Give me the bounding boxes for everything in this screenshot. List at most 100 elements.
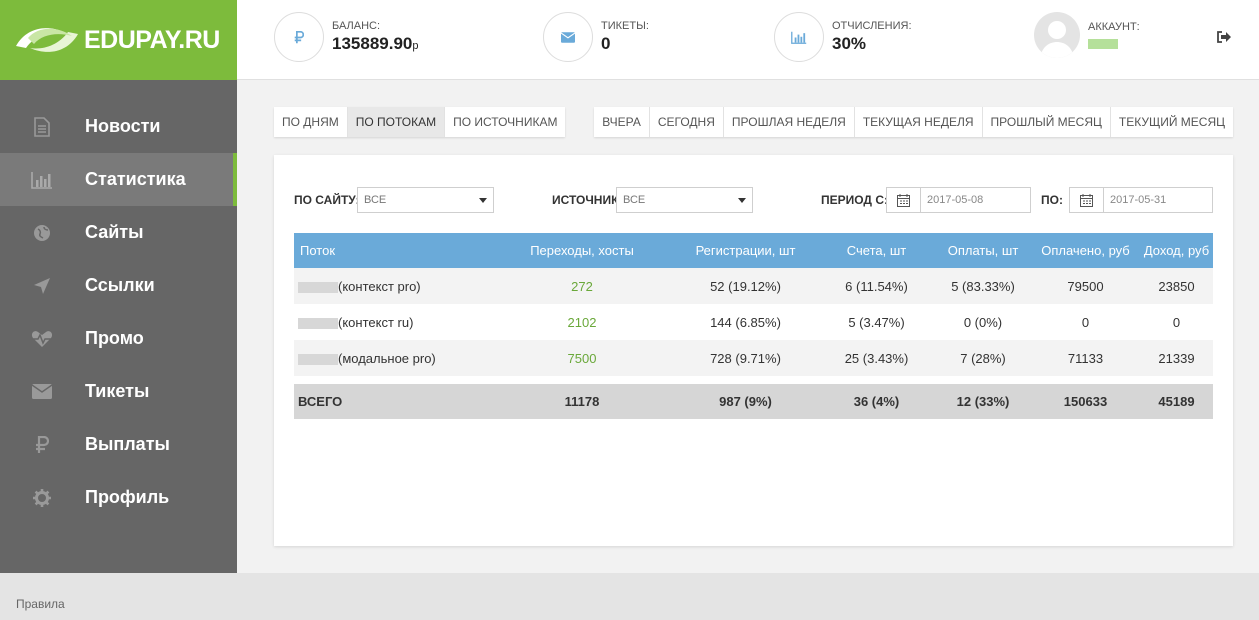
col-invoices[interactable]: Счета, шт bbox=[846, 243, 907, 258]
sidebar-item-label: Новости bbox=[85, 116, 161, 136]
period-today-button[interactable]: Сегодня bbox=[650, 107, 724, 137]
site-select[interactable]: ВСЕ bbox=[357, 187, 494, 213]
period-this-week-button[interactable]: Текущая неделя bbox=[855, 107, 983, 137]
sidebar-item-label: Статистика bbox=[85, 169, 186, 189]
total-registrations: 987 (9%) bbox=[719, 394, 772, 409]
col-payments[interactable]: Оплаты, шт bbox=[947, 243, 1019, 258]
total-label: ВСЕГО bbox=[298, 394, 343, 409]
period-from-value: 2017-05-08 bbox=[927, 194, 984, 206]
redacted-stream-name bbox=[298, 353, 338, 365]
logo-text: EDUPAY.RU bbox=[84, 25, 220, 54]
table-row: (контекст pro) 272 52 (19.12%) 6 (11.54%… bbox=[294, 268, 1213, 304]
stream-name: (контекст pro) bbox=[338, 278, 421, 294]
sidebar-item-sites[interactable]: Сайты bbox=[0, 206, 237, 259]
footer: Правила bbox=[0, 573, 1259, 620]
balance-label: БАЛАНС: bbox=[332, 20, 381, 32]
sidebar-item-payouts[interactable]: Выплаты bbox=[0, 418, 237, 471]
sidebar-item-label: Профиль bbox=[85, 487, 170, 507]
balance-stat: БАЛАНС: 135889.90р bbox=[274, 12, 419, 62]
sidebar-item-label: Выплаты bbox=[85, 434, 170, 454]
visits-cell: 2102 bbox=[567, 314, 597, 330]
calendar-icon[interactable] bbox=[1070, 188, 1104, 212]
balance-unit: р bbox=[412, 40, 419, 52]
table-total-row: ВСЕГО 11178 987 (9%) 36 (4%) 12 (33%) 15… bbox=[294, 384, 1213, 419]
calendar-icon[interactable] bbox=[887, 188, 921, 212]
income-cell: 21339 bbox=[1158, 350, 1195, 366]
paid-cell: 79500 bbox=[1067, 278, 1104, 294]
stats-table: Поток Переходы, хосты Регистрации, шт Сч… bbox=[294, 233, 1213, 419]
account-name-redacted bbox=[1088, 39, 1118, 49]
payments-cell: 5 (83.33%) bbox=[951, 278, 1015, 294]
period-this-month-button[interactable]: Текущий месяц bbox=[1118, 115, 1225, 129]
col-visits[interactable]: Переходы, хосты bbox=[530, 243, 634, 258]
sidebar-item-links[interactable]: Ссылки bbox=[0, 259, 237, 312]
logo-icon bbox=[16, 28, 78, 52]
period-to-label: ПО: bbox=[1041, 193, 1063, 207]
tickets-value: 0 bbox=[601, 34, 611, 53]
paid-cell: 0 bbox=[1081, 314, 1090, 330]
stream-name: (модальное pro) bbox=[338, 350, 436, 366]
period-yesterday-button[interactable]: Вчера bbox=[594, 107, 650, 137]
stats-card: ПО САЙТУ: ВСЕ ИСТОЧНИК: ВСЕ ПЕРИОД С: 20… bbox=[274, 155, 1233, 546]
globe-icon bbox=[31, 222, 53, 244]
source-select-value: ВСЕ bbox=[623, 194, 646, 206]
total-payments: 12 (33%) bbox=[956, 394, 1010, 409]
document-icon bbox=[31, 116, 53, 138]
income-cell: 23850 bbox=[1158, 278, 1195, 294]
sidebar-item-news[interactable]: Новости bbox=[0, 100, 237, 153]
source-select[interactable]: ВСЕ bbox=[616, 187, 753, 213]
period-buttons: Вчера Сегодня Прошлая неделя Текущая нед… bbox=[594, 107, 1233, 137]
col-income[interactable]: Доход, руб bbox=[1143, 243, 1210, 258]
tickets-label: ТИКЕТЫ: bbox=[601, 20, 649, 32]
source-filter-label: ИСТОЧНИК: bbox=[552, 193, 623, 207]
heartbeat-icon bbox=[31, 328, 53, 350]
payments-cell: 0 (0%) bbox=[963, 314, 1003, 330]
avatar[interactable] bbox=[1034, 12, 1080, 58]
sidebar-item-statistics[interactable]: Статистика bbox=[0, 153, 237, 206]
period-last-month-button[interactable]: Прошлый месяц bbox=[983, 107, 1111, 137]
deductions-value: 30% bbox=[832, 34, 867, 53]
header: БАЛАНС: 135889.90р ТИКЕТЫ: 0 ОТЧИСЛЕНИЯ:… bbox=[237, 0, 1259, 80]
chevron-down-icon bbox=[479, 198, 487, 203]
chevron-down-icon bbox=[738, 198, 746, 203]
site-filter-label: ПО САЙТУ: bbox=[294, 193, 360, 207]
table-spacer bbox=[294, 376, 1213, 384]
sidebar-item-tickets[interactable]: Тикеты bbox=[0, 365, 237, 418]
tickets-stat[interactable]: ТИКЕТЫ: 0 bbox=[543, 12, 649, 62]
logout-icon[interactable] bbox=[1217, 30, 1231, 44]
col-stream[interactable]: Поток bbox=[300, 243, 336, 258]
invoices-cell: 5 (3.47%) bbox=[848, 314, 905, 330]
period-last-week-button[interactable]: Прошлая неделя bbox=[724, 107, 855, 137]
registrations-cell: 728 (9.71%) bbox=[710, 350, 781, 366]
sidebar-item-label: Промо bbox=[85, 328, 144, 348]
groupby-sources-button[interactable]: По источникам bbox=[453, 115, 558, 129]
groupby-days-button[interactable]: По дням bbox=[274, 107, 348, 137]
period-to-field[interactable]: 2017-05-31 bbox=[1069, 187, 1213, 213]
envelope-icon bbox=[543, 12, 593, 62]
total-income: 45189 bbox=[1158, 394, 1195, 409]
site-select-value: ВСЕ bbox=[364, 194, 387, 206]
period-to-value: 2017-05-31 bbox=[1110, 194, 1167, 206]
registrations-cell: 144 (6.85%) bbox=[710, 314, 781, 330]
col-registrations[interactable]: Регистрации, шт bbox=[695, 243, 796, 258]
total-invoices: 36 (4%) bbox=[853, 394, 900, 409]
total-visits: 11178 bbox=[564, 394, 600, 409]
sidebar-item-label: Тикеты bbox=[85, 381, 150, 401]
balance-value: 135889.90 bbox=[332, 34, 413, 53]
visits-cell: 272 bbox=[571, 278, 593, 294]
sidebar-item-promo[interactable]: Промо bbox=[0, 312, 237, 365]
period-from-field[interactable]: 2017-05-08 bbox=[886, 187, 1031, 213]
table-row: (контекст ru) 2102 144 (6.85%) 5 (3.47%)… bbox=[294, 304, 1213, 340]
rules-link[interactable]: Правила bbox=[16, 597, 65, 611]
logo[interactable]: EDUPAY.RU bbox=[0, 0, 237, 80]
groupby-streams-button[interactable]: По потокам bbox=[347, 107, 446, 137]
ruble-icon bbox=[274, 12, 324, 62]
account-label: АККАУНТ: bbox=[1088, 21, 1140, 33]
paid-cell: 71133 bbox=[1067, 350, 1104, 366]
account-stat[interactable]: АККАУНТ: bbox=[1034, 12, 1140, 58]
col-paid[interactable]: Оплачено, руб bbox=[1041, 243, 1130, 258]
sidebar-item-profile[interactable]: Профиль bbox=[0, 471, 237, 524]
invoices-cell: 6 (11.54%) bbox=[845, 278, 908, 294]
redacted-stream-name bbox=[298, 281, 338, 293]
registrations-cell: 52 (19.12%) bbox=[710, 278, 781, 294]
